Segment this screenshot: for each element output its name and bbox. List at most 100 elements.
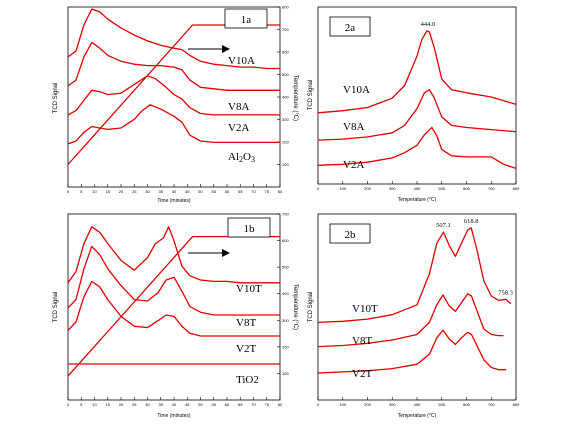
x-tick-label: 300 — [389, 402, 396, 407]
x-tick-label: 30 — [145, 402, 150, 407]
x-tick-label: 65 — [238, 189, 243, 194]
x-tick-label: 15 — [106, 189, 111, 194]
panel-1a-x-label: Time (minutes) — [157, 198, 190, 204]
series-line-v2t — [317, 329, 507, 374]
x-tick-label: 65 — [238, 402, 243, 407]
series-line-v10a — [67, 8, 280, 70]
x-tick-label: 0 — [67, 402, 70, 407]
series-line-v2a — [67, 75, 280, 116]
x-tick-label: 20 — [119, 189, 124, 194]
y2-tick-label: 100 — [282, 162, 289, 167]
panel-2a-x-ticks: 0 100 200 300 400 500 600 700 800 — [317, 181, 520, 191]
series-line-v2t — [67, 280, 280, 337]
x-tick-label: 100 — [339, 186, 346, 191]
panel-1a-y2-label: Temperature (°C) — [292, 75, 298, 121]
x-tick-label: 80 — [278, 402, 283, 407]
panel-1a-y2-ticks: 100 200 300 400 500 600 700 800 — [277, 5, 289, 167]
panel-1b-arrow — [188, 249, 230, 257]
x-tick-label: 25 — [132, 189, 137, 194]
panel-1b-x-label: Time (minutes) — [157, 413, 190, 419]
panel-1a-x-ticks: 0 5 10 15 20 25 30 35 40 45 50 55 60 65 70 75 80 — [67, 184, 283, 194]
panel-2a-curves — [317, 30, 517, 170]
x-tick-label: 800 — [513, 186, 520, 191]
panel-2b-label-v10t: V10T — [352, 303, 378, 315]
panel-1b-x-ticks: 0 5 10 15 20 25 30 35 40 45 50 55 60 65 70 75 80 — [67, 397, 283, 407]
x-tick-label: 35 — [159, 402, 164, 407]
peak-annotation: 758.3 — [498, 289, 513, 296]
x-tick-label: 5 — [80, 402, 83, 407]
x-tick-label: 600 — [463, 402, 470, 407]
y2-tick-label: 300 — [282, 318, 289, 323]
x-tick-label: 60 — [225, 402, 230, 407]
series-line-temperature — [67, 235, 280, 377]
series-line-v2a — [317, 126, 517, 170]
y2-tick-label: 700 — [282, 212, 289, 217]
panel-1a-arrow — [188, 45, 230, 53]
y2-tick-label: 700 — [282, 27, 289, 32]
x-tick-label: 40 — [172, 402, 177, 407]
panel-1a-label: 1a — [241, 14, 252, 26]
x-tick-label: 10 — [92, 402, 97, 407]
x-tick-label: 800 — [513, 402, 520, 407]
panel-2a-annotations: 444.0 — [421, 21, 436, 28]
series-line-v10t — [317, 227, 512, 324]
x-tick-label: 400 — [414, 186, 421, 191]
x-tick-label: 50 — [198, 402, 203, 407]
x-tick-label: 700 — [488, 186, 495, 191]
y2-tick-label: 600 — [282, 50, 289, 55]
panel-2a-label-v2a: V2A — [343, 159, 364, 171]
panel-2b-x-label: Temperature (°C) — [398, 413, 437, 419]
panel-2a-label: 2a — [345, 22, 356, 34]
panel-1a-chart: TCD Signal Temperature (°C) Time (minute… — [53, 5, 298, 205]
panel-1a-label-al2o3: Al2O3 — [228, 151, 255, 164]
panel-2a-y-label: TCD Signal — [308, 80, 314, 111]
y2-tick-label: 400 — [282, 95, 289, 100]
y2-tick-label: 600 — [282, 238, 289, 243]
panel-1b-chart: TCD Signal Temperature (°C) Time (minute… — [53, 212, 298, 420]
panel-2b-y-label: TCD Signal — [308, 292, 314, 323]
x-tick-label: 70 — [251, 402, 256, 407]
panel-2b-chart: TCD Signal Temperature (°C) 0 100 200 300 40… — [308, 213, 520, 419]
y2-tick-label: 500 — [282, 72, 289, 77]
x-tick-label: 700 — [488, 402, 495, 407]
series-line-v8a — [67, 41, 280, 91]
panel-2a-x-label: Temperature (°C) — [398, 197, 437, 203]
x-tick-label: 35 — [159, 189, 164, 194]
x-tick-label: 5 — [80, 189, 83, 194]
x-tick-label: 50 — [198, 189, 203, 194]
series-line-v8a — [317, 89, 517, 141]
panel-1b-y-label: TCD Signal — [53, 292, 59, 323]
panel-1a-y-label: TCD Signal — [53, 83, 59, 114]
x-tick-label: 25 — [132, 402, 137, 407]
x-tick-label: 200 — [364, 402, 371, 407]
y2-tick-label: 400 — [282, 291, 289, 296]
y2-tick-label: 100 — [282, 371, 289, 376]
x-tick-label: 20 — [119, 402, 124, 407]
x-tick-label: 0 — [67, 189, 70, 194]
panel-2b-annotations: 507.1 618.8 758.3 — [436, 218, 513, 296]
y2-tick-label: 500 — [282, 265, 289, 270]
panel-1b-label-v8t: V8T — [236, 317, 256, 329]
panel-1a-label-v10a: V10A — [228, 55, 255, 67]
x-tick-label: 500 — [438, 186, 445, 191]
panel-2b-label-box — [329, 223, 371, 244]
panel-1a-label-v8a: V8A — [228, 101, 249, 113]
panel-1b-y2-ticks: 100 200 300 400 500 600 700 — [277, 212, 289, 376]
peak-annotation: 444.0 — [421, 21, 436, 28]
series-line-v8t — [317, 293, 504, 348]
x-tick-label: 55 — [212, 189, 217, 194]
x-tick-label: 60 — [225, 189, 230, 194]
y2-tick-label: 300 — [282, 117, 289, 122]
x-tick-label: 10 — [92, 189, 97, 194]
x-tick-label: 55 — [212, 402, 217, 407]
x-tick-label: 70 — [251, 189, 256, 194]
x-tick-label: 0 — [317, 402, 320, 407]
panel-2a-label-v8a: V8A — [343, 121, 364, 133]
panel-2b-label: 2b — [345, 229, 357, 241]
x-tick-label: 100 — [339, 402, 346, 407]
panel-2a-label-v10a: V10A — [343, 84, 370, 96]
x-tick-label: 0 — [317, 186, 320, 191]
x-tick-label: 40 — [172, 189, 177, 194]
x-tick-label: 400 — [414, 402, 421, 407]
